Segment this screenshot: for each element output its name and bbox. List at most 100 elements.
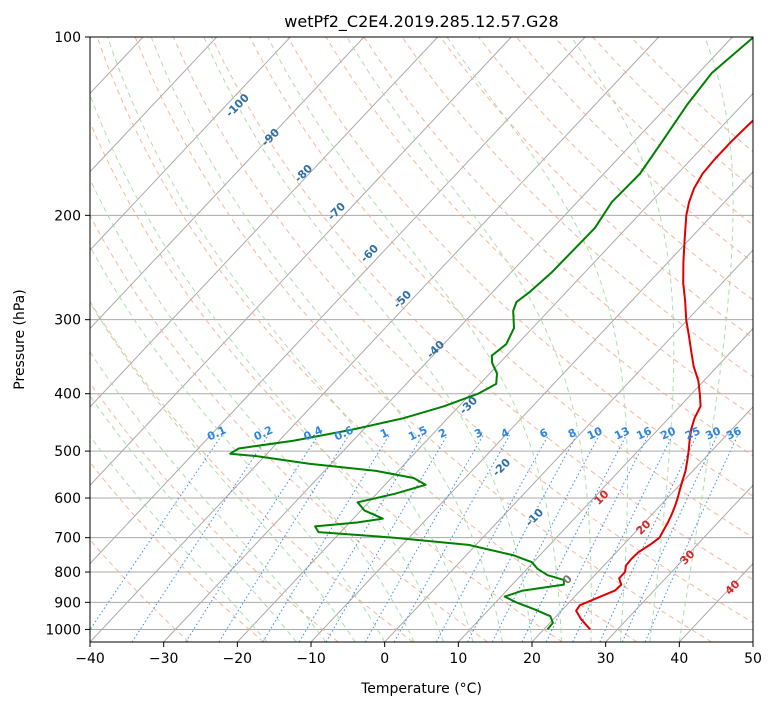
moist-adiabat [90,245,386,642]
dry-adiabat [439,37,753,339]
chart-title: wetPf2_C2E4.2019.285.12.57.G28 [284,12,558,32]
mixing-ratio-label: 13 [612,424,631,442]
y-axis-label: Pressure (hPa) [12,289,28,389]
y-tick-label: 600 [54,491,81,507]
plot-frame [89,36,754,643]
y-tick-label: 900 [54,595,81,611]
moist-adiabat-label: -70 [325,200,348,223]
x-tick-label: 10 [449,651,467,667]
moist-adiabat [107,37,474,642]
moist-adiabat [90,350,327,642]
mixing-ratio-label: 20 [658,424,678,442]
y-tick-label: 400 [54,387,81,403]
dry-adiabat [90,121,563,642]
moist-adiabat-label: -100 [223,91,252,120]
mixing-ratio-line [325,434,448,642]
x-tick-label: 50 [744,651,762,667]
x-axis: −40 −30 −20 −10 0 10 20 30 40 50 [75,642,762,667]
moist-adiabat [90,301,356,642]
isotherm-line [90,37,660,642]
background-lines [0,37,753,642]
isotherm-line [90,37,439,408]
mixing-ratio-label: 0.1 [205,423,228,443]
mixing-ratio-label: 3 [472,426,484,441]
moist-adiabat [267,37,562,642]
isotherm-line [531,406,753,642]
x-tick-label: −30 [149,651,179,667]
moist-adiabat-label: -40 [424,338,447,361]
mixing-ratio-label: 0.6 [332,423,355,443]
dry-adiabat [96,37,638,642]
moist-adiabat [150,37,503,642]
mixing-ratio-label: 16 [634,424,654,442]
mixing-ratio-line [218,434,350,642]
dry-adiabat [325,37,753,457]
moist-adiabat-label: -60 [358,242,381,265]
y-tick-label: 200 [54,208,81,224]
profile-lines [229,37,753,631]
isotherm-line [752,641,753,642]
moist-adiabat [90,435,268,642]
mixing-ratio-line [599,434,698,642]
moist-adiabat-label: -10 [523,506,546,529]
moist-adiabat [90,178,415,642]
isotherm-line [90,37,512,486]
mixing-ratio-label: 10 [585,424,605,442]
mixing-ratio-line [393,434,511,642]
mixing-ratio-label: 25 [683,424,702,442]
mixing-ratio-label: 1 [378,426,390,441]
mixing-ratio-line [521,434,627,642]
isotherm-line [384,249,753,642]
mixing-ratio-line [491,434,600,642]
dry-adiabat-label: 20 [634,517,654,537]
moist-adiabat [90,394,297,642]
mixing-ratio-label: 2 [436,426,448,441]
x-tick-label: 30 [597,651,615,667]
isotherm-line [0,37,69,642]
moist-adiabat-label: -20 [490,456,513,479]
mixing-ratio-line [262,434,390,642]
y-tick-label: 500 [54,444,81,460]
dry-adiabat [172,37,753,624]
x-tick-label: 40 [670,651,688,667]
dry-adiabat [401,37,753,378]
y-tick-label: 300 [54,313,81,329]
moist-adiabat [570,37,675,642]
isotherm-line [163,37,733,642]
y-tick-label: 800 [54,565,81,581]
dry-adiabat [363,37,753,417]
dry-adiabat [90,461,264,642]
y-tick-label: 1000 [45,622,81,638]
x-tick-label: −10 [296,651,326,667]
profile-series-line [229,37,753,631]
dry-adiabat [90,300,414,642]
mixing-ratio-line [90,434,223,631]
isotherm-line [90,37,291,251]
x-tick-label: −40 [75,651,105,667]
mixing-ratio-label: 0.4 [302,423,325,443]
moist-adiabat [446,37,628,642]
mixing-ratio-line [545,434,649,642]
x-tick-label: 0 [380,651,389,667]
moist-adiabat [90,93,445,642]
isotherm-line [90,37,218,173]
x-tick-label: −20 [223,651,253,667]
dry-adiabat-label: 30 [678,547,698,567]
y-tick-label: 100 [54,30,81,46]
y-axis: 100 200 300 400 500 600 700 800 900 1000 [45,30,90,638]
mixing-ratio-line [298,434,424,642]
mixing-ratio-line [364,434,484,642]
mixing-ratio-line [435,434,549,642]
dry-adiabat [211,37,753,581]
moist-adiabat [678,37,734,642]
mixing-ratio-line [131,434,269,642]
dry-adiabat [478,37,753,301]
dry-adiabat [516,37,753,263]
dry-adiabat-label: 10 [592,487,612,507]
y-tick-label: 700 [54,531,81,547]
mixing-ratio-line [467,434,578,642]
mixing-ratio-label: 0.2 [252,423,275,443]
isotherm-line [236,92,753,642]
isotherm-line [90,37,365,330]
